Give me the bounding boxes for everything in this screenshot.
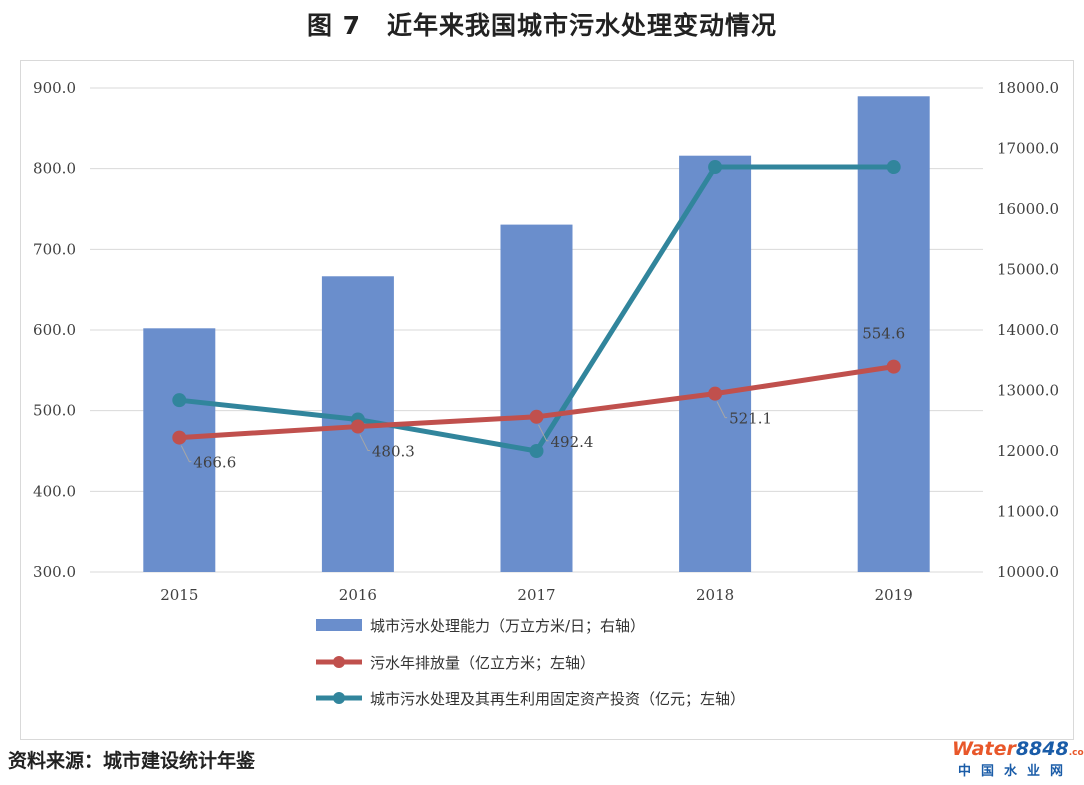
bars bbox=[143, 96, 930, 572]
data-label: 492.4 bbox=[551, 433, 594, 451]
y-left-tick-label: 400.0 bbox=[33, 482, 76, 500]
y-right-tick-label: 14000.0 bbox=[997, 321, 1059, 339]
series-point bbox=[708, 160, 723, 175]
y-left-tick-label: 800.0 bbox=[33, 160, 76, 178]
legend-label: 污水年排放量（亿立方米；左轴） bbox=[370, 654, 595, 672]
series-point bbox=[172, 393, 187, 408]
legend-swatch-bar bbox=[316, 619, 362, 631]
bar bbox=[857, 96, 930, 572]
series-point bbox=[886, 359, 901, 374]
x-tick-label: 2019 bbox=[875, 586, 913, 604]
y-right-tick-label: 12000.0 bbox=[997, 442, 1059, 460]
leader-line bbox=[180, 445, 192, 463]
leader-line bbox=[716, 401, 728, 419]
series-point bbox=[172, 430, 187, 445]
data-label: 554.6 bbox=[862, 325, 905, 343]
data-labels: 466.6 480.3 492.4 521.1 554.6 bbox=[180, 325, 905, 472]
legend-label: 城市污水处理及其再生利用固定资产投资（亿元；左轴） bbox=[370, 690, 745, 708]
legend-swatch-marker bbox=[333, 692, 345, 704]
lines bbox=[172, 160, 901, 458]
logo-tagline: 中国水业网 bbox=[958, 764, 1074, 779]
x-tick-label: 2017 bbox=[517, 586, 555, 604]
y-right-tick-label: 17000.0 bbox=[997, 140, 1059, 158]
y-left-tick-label: 700.0 bbox=[33, 240, 76, 258]
chart-frame bbox=[20, 60, 1074, 740]
series-point bbox=[350, 419, 365, 434]
y-right-tick-label: 15000.0 bbox=[997, 261, 1059, 279]
series-point bbox=[886, 160, 901, 175]
legend-swatch-marker bbox=[333, 656, 345, 668]
legend: 城市污水处理能力（万立方米/日；右轴） 污水年排放量（亿立方米；左轴） 城市污水处理… bbox=[316, 617, 745, 708]
y-right-tick-label: 10000.0 bbox=[997, 563, 1059, 581]
y-left-tick-label: 600.0 bbox=[33, 321, 76, 339]
x-tick-label: 2015 bbox=[160, 586, 198, 604]
series-point bbox=[708, 386, 723, 401]
chart-title: 图 7 近年来我国城市污水处理变动情况 bbox=[306, 11, 778, 40]
y-right-tick-label: 18000.0 bbox=[997, 79, 1059, 97]
y-left-tick-label: 300.0 bbox=[33, 563, 76, 581]
legend-label: 城市污水处理能力（万立方米/日；右轴） bbox=[370, 617, 645, 635]
logo-wordmark: Water8848.com bbox=[952, 738, 1084, 760]
series-point bbox=[529, 409, 544, 424]
y-right-tick-label: 11000.0 bbox=[997, 503, 1059, 521]
y-right-tick-label: 13000.0 bbox=[997, 382, 1059, 400]
axis-ticks: 900.0 800.0 700.0 600.0 500.0 400.0 300.0 18000… bbox=[33, 79, 1059, 604]
site-logo[interactable]: Water8848.com 中国水业网 bbox=[952, 738, 1084, 782]
bar bbox=[500, 224, 573, 572]
y-left-tick-label: 900.0 bbox=[33, 79, 76, 97]
source-note: 资料来源：城市建设统计年鉴 bbox=[8, 750, 256, 772]
y-left-tick-label: 500.0 bbox=[33, 402, 76, 420]
data-label: 521.1 bbox=[729, 410, 772, 428]
series-point bbox=[529, 444, 544, 458]
leader-line bbox=[359, 434, 370, 452]
data-label: 466.6 bbox=[193, 454, 236, 472]
y-right-tick-label: 16000.0 bbox=[997, 200, 1059, 218]
data-label: 480.3 bbox=[372, 443, 415, 461]
bar bbox=[143, 328, 216, 572]
x-tick-label: 2018 bbox=[696, 586, 734, 604]
leader-line bbox=[538, 424, 549, 442]
bar bbox=[679, 155, 752, 572]
x-tick-label: 2016 bbox=[339, 586, 377, 604]
